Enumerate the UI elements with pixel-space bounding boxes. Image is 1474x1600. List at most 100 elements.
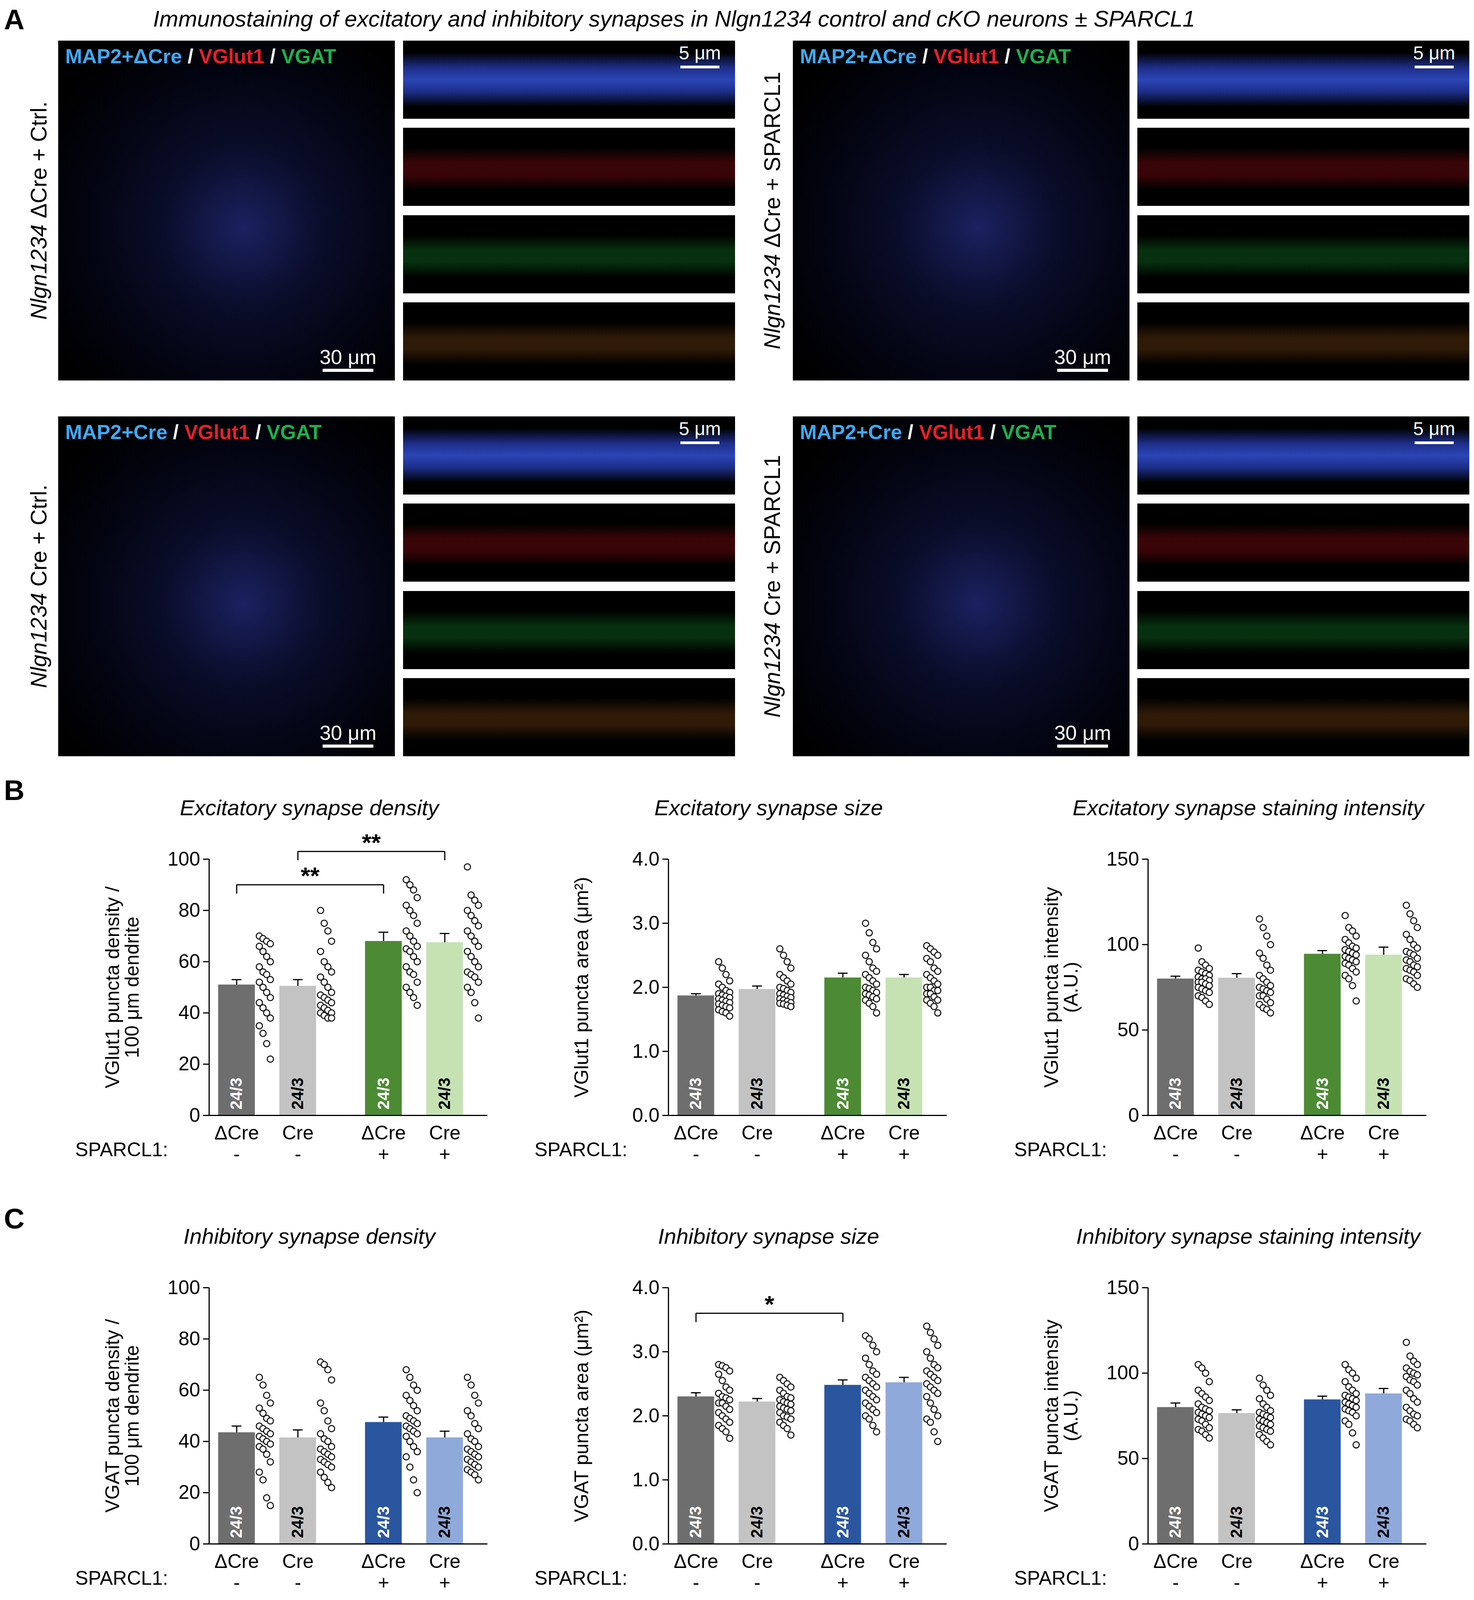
svg-text:ΔCre: ΔCre — [1153, 1121, 1198, 1144]
svg-text:-: - — [1233, 1571, 1241, 1594]
svg-text:24/3: 24/3 — [1374, 1506, 1393, 1539]
svg-text:80: 80 — [178, 899, 201, 921]
svg-text:Inhibitory synapse staining in: Inhibitory synapse staining intensity — [1076, 1223, 1422, 1249]
svg-text:Cre: Cre — [281, 1550, 314, 1573]
svg-text:Excitatory synapse staining in: Excitatory synapse staining intensity — [1072, 795, 1426, 820]
svg-text:0: 0 — [1128, 1104, 1140, 1127]
svg-text:Cre: Cre — [888, 1550, 921, 1573]
svg-text:Cre: Cre — [741, 1121, 773, 1144]
svg-text:24/3: 24/3 — [686, 1506, 705, 1539]
svg-text:Cre: Cre — [1368, 1550, 1400, 1573]
svg-text:Cre: Cre — [1220, 1121, 1253, 1144]
svg-text:24/3: 24/3 — [435, 1506, 454, 1539]
svg-text:24/3: 24/3 — [288, 1077, 307, 1110]
svg-text:100: 100 — [167, 847, 200, 870]
svg-text:ΔCre: ΔCre — [1300, 1121, 1345, 1144]
svg-text:24/3: 24/3 — [894, 1506, 913, 1539]
svg-text:80: 80 — [178, 1327, 201, 1350]
svg-text:+: + — [1316, 1142, 1329, 1165]
svg-text:ΔCre: ΔCre — [673, 1550, 719, 1573]
svg-text:+: + — [438, 1142, 451, 1165]
svg-text:+: + — [837, 1571, 849, 1594]
svg-text:24/3: 24/3 — [833, 1077, 852, 1110]
svg-text:100: 100 — [1106, 933, 1139, 955]
svg-text:-: - — [753, 1142, 761, 1165]
svg-text:4.0: 4.0 — [632, 1276, 660, 1299]
svg-text:20: 20 — [178, 1052, 201, 1075]
svg-text:100: 100 — [167, 1276, 200, 1299]
svg-text:2.0: 2.0 — [632, 1404, 660, 1427]
svg-text:ΔCre: ΔCre — [1153, 1550, 1198, 1573]
svg-text:Cre: Cre — [741, 1550, 773, 1573]
svg-text:Cre: Cre — [888, 1121, 921, 1144]
svg-text:24/3: 24/3 — [1165, 1506, 1185, 1539]
svg-text:24/3: 24/3 — [1227, 1077, 1246, 1110]
svg-text:24/3: 24/3 — [1227, 1506, 1246, 1539]
svg-text:24/3: 24/3 — [226, 1077, 246, 1110]
svg-text:4.0: 4.0 — [632, 847, 660, 870]
svg-text:+: + — [378, 1142, 390, 1165]
svg-text:VGlut1 puncta area (μm²): VGlut1 puncta area (μm²) — [570, 876, 593, 1098]
svg-text:VGAT puncta area (μm²): VGAT puncta area (μm²) — [570, 1309, 593, 1523]
svg-text:24/3: 24/3 — [435, 1077, 454, 1110]
svg-text:**: ** — [300, 861, 320, 889]
svg-text:24/3: 24/3 — [747, 1077, 766, 1110]
svg-text:SPARCL1:: SPARCL1: — [534, 1566, 628, 1589]
svg-text:+: + — [898, 1571, 910, 1594]
svg-text:VGlut1 puncta intensity(A.U.): VGlut1 puncta intensity(A.U.) — [1040, 886, 1082, 1088]
svg-text:24/3: 24/3 — [226, 1506, 246, 1539]
svg-text:SPARCL1:: SPARCL1: — [534, 1138, 628, 1161]
svg-text:SPARCL1:: SPARCL1: — [1013, 1566, 1107, 1589]
svg-text:24/3: 24/3 — [894, 1077, 913, 1110]
svg-text:24/3: 24/3 — [1313, 1077, 1332, 1110]
svg-text:ΔCre: ΔCre — [361, 1550, 406, 1573]
svg-text:24/3: 24/3 — [1165, 1077, 1185, 1110]
svg-text:1.0: 1.0 — [632, 1040, 660, 1062]
svg-text:ΔCre: ΔCre — [673, 1121, 719, 1144]
svg-text:ΔCre: ΔCre — [361, 1121, 406, 1144]
svg-text:-: - — [692, 1571, 700, 1594]
svg-text:3.0: 3.0 — [632, 1340, 660, 1363]
svg-text:-: - — [1172, 1571, 1180, 1594]
svg-text:1.0: 1.0 — [632, 1468, 660, 1491]
svg-text:+: + — [1377, 1571, 1390, 1594]
svg-text:60: 60 — [178, 950, 201, 973]
svg-text:ΔCre: ΔCre — [214, 1121, 259, 1144]
svg-text:40: 40 — [178, 1001, 201, 1024]
svg-text:Cre: Cre — [429, 1121, 461, 1144]
svg-text:24/3: 24/3 — [1313, 1506, 1332, 1539]
svg-text:50: 50 — [1117, 1018, 1140, 1041]
svg-text:ΔCre: ΔCre — [214, 1550, 259, 1573]
svg-text:0: 0 — [189, 1532, 201, 1555]
svg-text:Inhibitory synapse density: Inhibitory synapse density — [183, 1223, 437, 1249]
svg-text:Excitatory synapse size: Excitatory synapse size — [654, 795, 883, 820]
svg-text:+: + — [1316, 1571, 1329, 1594]
svg-text:150: 150 — [1106, 847, 1139, 870]
svg-text:3.0: 3.0 — [632, 911, 660, 934]
svg-text:Inhibitory synapse size: Inhibitory synapse size — [658, 1223, 880, 1249]
svg-text:24/3: 24/3 — [747, 1506, 766, 1539]
svg-text:*: * — [764, 1290, 775, 1318]
svg-text:-: - — [233, 1571, 241, 1594]
svg-text:ΔCre: ΔCre — [820, 1121, 866, 1144]
svg-text:-: - — [1233, 1142, 1241, 1165]
svg-text:SPARCL1:: SPARCL1: — [74, 1566, 168, 1589]
svg-text:Cre: Cre — [1368, 1121, 1400, 1144]
svg-text:SPARCL1:: SPARCL1: — [1013, 1138, 1107, 1161]
svg-text:0.0: 0.0 — [632, 1104, 660, 1127]
svg-text:Cre: Cre — [281, 1121, 314, 1144]
svg-text:+: + — [837, 1142, 849, 1165]
svg-text:VGlut1 puncta density /100 μm: VGlut1 puncta density /100 μm dendrite — [101, 886, 143, 1089]
svg-text:VGAT puncta intensity(A.U.): VGAT puncta intensity(A.U.) — [1040, 1319, 1082, 1512]
svg-text:Cre: Cre — [1220, 1550, 1253, 1573]
svg-text:**: ** — [362, 828, 382, 856]
svg-text:Excitatory synapse density: Excitatory synapse density — [180, 795, 441, 820]
svg-text:ΔCre: ΔCre — [820, 1550, 866, 1573]
svg-text:24/3: 24/3 — [374, 1077, 393, 1110]
svg-text:40: 40 — [178, 1429, 201, 1452]
svg-text:+: + — [898, 1142, 910, 1165]
svg-text:-: - — [1172, 1142, 1180, 1165]
svg-text:+: + — [378, 1571, 390, 1594]
svg-text:24/3: 24/3 — [1374, 1077, 1393, 1110]
svg-text:-: - — [294, 1571, 302, 1594]
